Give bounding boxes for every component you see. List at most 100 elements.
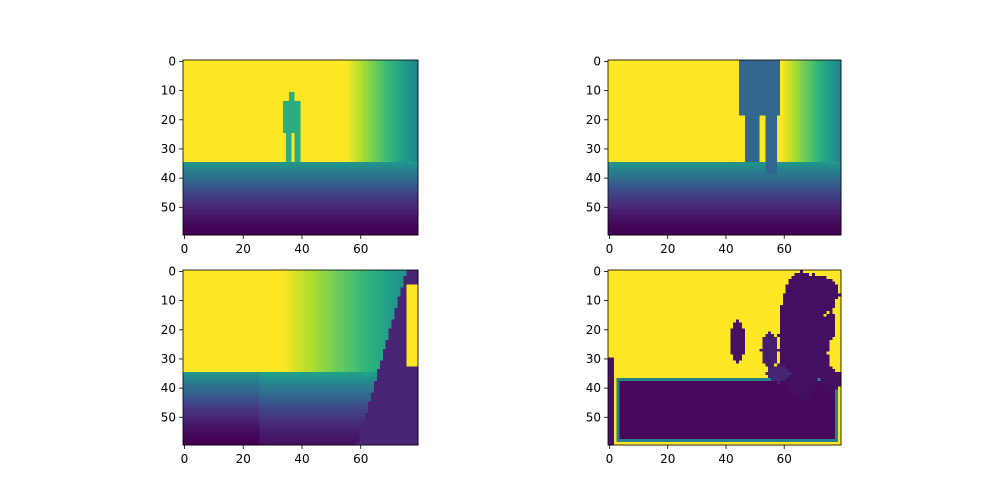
heatmap-cell xyxy=(251,171,254,174)
heatmap-cell xyxy=(350,194,353,197)
heatmap-cell xyxy=(356,174,359,177)
heatmap-cell xyxy=(201,209,204,212)
heatmap-cell xyxy=(409,89,412,92)
heatmap-cell xyxy=(259,206,262,209)
heatmap-cell xyxy=(215,139,218,142)
heatmap-cell xyxy=(389,98,392,101)
heatmap-cell xyxy=(786,63,789,66)
heatmap-cell xyxy=(215,72,218,75)
heatmap-cell xyxy=(371,203,374,206)
heatmap-cell xyxy=(345,229,348,232)
heatmap-cell xyxy=(327,63,330,66)
heatmap-cell xyxy=(259,150,262,153)
heatmap-cell xyxy=(218,183,221,186)
heatmap-cell xyxy=(348,206,351,209)
heatmap-cell xyxy=(342,150,345,153)
heatmap-cell xyxy=(201,226,204,229)
heatmap-cell xyxy=(377,209,380,212)
heatmap-cell xyxy=(298,80,301,83)
heatmap-cell xyxy=(374,95,377,98)
heatmap-cell xyxy=(306,75,309,78)
heatmap-cell xyxy=(265,118,268,121)
heatmap-cell xyxy=(218,229,221,232)
heatmap-cell xyxy=(259,95,262,98)
heatmap-cell xyxy=(333,145,336,148)
heatmap-cell xyxy=(368,89,371,92)
heatmap-cell xyxy=(236,162,239,165)
heatmap-cell xyxy=(292,218,295,221)
heatmap-cell xyxy=(315,209,318,212)
heatmap-cell xyxy=(412,168,415,171)
heatmap-cell xyxy=(336,104,339,107)
heatmap-cell xyxy=(221,72,224,75)
heatmap-cell xyxy=(301,63,304,66)
heatmap-cell xyxy=(248,66,251,69)
heatmap-cell xyxy=(371,98,374,101)
heatmap-cell xyxy=(339,124,342,127)
heatmap-cell xyxy=(336,200,339,203)
heatmap-cell xyxy=(215,153,218,156)
heatmap-cell xyxy=(380,185,383,188)
heatmap-cell xyxy=(245,72,248,75)
heatmap-cell xyxy=(324,60,327,63)
heatmap-cell xyxy=(380,212,383,215)
heatmap-cell xyxy=(397,168,400,171)
heatmap-cell xyxy=(280,203,283,206)
heatmap-cell xyxy=(277,142,280,145)
heatmap-cell xyxy=(286,206,289,209)
heatmap-cell xyxy=(204,139,207,142)
heatmap-cell xyxy=(192,63,195,66)
heatmap-cell xyxy=(397,171,400,174)
heatmap-cell xyxy=(383,145,386,148)
heatmap-cell xyxy=(365,226,368,229)
heatmap-cell xyxy=(330,185,333,188)
heatmap-cell xyxy=(248,69,251,72)
heatmap-cell xyxy=(221,110,224,113)
heatmap-cell xyxy=(403,197,406,200)
heatmap-cell xyxy=(227,185,230,188)
heatmap-cell xyxy=(236,150,239,153)
heatmap-cell xyxy=(350,78,353,81)
heatmap-cell xyxy=(221,215,224,218)
heatmap-cell xyxy=(397,212,400,215)
heatmap-cell xyxy=(236,185,239,188)
heatmap-cell xyxy=(374,121,377,124)
heatmap-cell xyxy=(345,78,348,81)
heatmap-cell xyxy=(289,177,292,180)
heatmap-cell xyxy=(212,206,215,209)
heatmap-cell xyxy=(386,115,389,118)
heatmap-cell xyxy=(342,124,345,127)
heatmap-cell xyxy=(321,194,324,197)
heatmap-cell xyxy=(345,72,348,75)
heatmap-cell xyxy=(327,183,330,186)
heatmap-cell xyxy=(189,153,192,156)
heatmap-cell xyxy=(198,124,201,127)
heatmap-cell xyxy=(342,78,345,81)
heatmap-cell xyxy=(215,89,218,92)
heatmap-cell xyxy=(195,223,198,226)
heatmap-cell xyxy=(245,80,248,83)
heatmap-cell xyxy=(245,89,248,92)
heatmap-cell xyxy=(374,156,377,159)
heatmap-cell xyxy=(306,104,309,107)
heatmap-cell xyxy=(719,63,722,66)
heatmap-cell xyxy=(183,203,186,206)
heatmap-cell xyxy=(608,63,611,66)
heatmap-cell xyxy=(409,121,412,124)
heatmap-cell xyxy=(345,150,348,153)
heatmap-cell xyxy=(397,121,400,124)
heatmap-cell xyxy=(333,226,336,229)
heatmap-cell xyxy=(268,203,271,206)
heatmap-cell xyxy=(289,75,292,78)
heatmap-cell xyxy=(295,139,298,142)
heatmap-cell xyxy=(233,63,236,66)
heatmap-cell xyxy=(251,223,254,226)
heatmap-cell xyxy=(233,78,236,81)
heatmap-cell xyxy=(221,209,224,212)
heatmap-cell xyxy=(209,191,212,194)
heatmap-cell xyxy=(634,66,637,69)
heatmap-cell xyxy=(333,113,336,116)
heatmap-cell xyxy=(301,139,304,142)
heatmap-cell xyxy=(727,63,730,66)
heatmap-cell xyxy=(318,183,321,186)
